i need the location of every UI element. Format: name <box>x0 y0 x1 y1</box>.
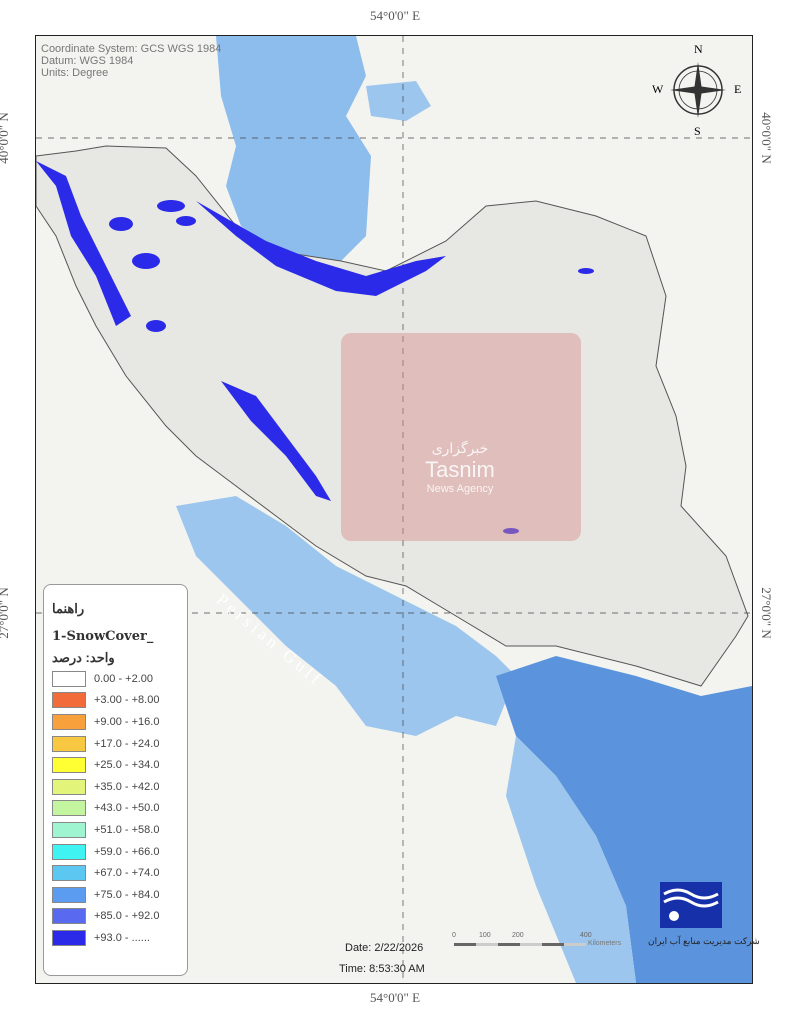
legend-swatch <box>52 821 86 838</box>
lat-label-27-right: 27°0'0" N <box>758 587 774 639</box>
compass-n: N <box>694 42 703 56</box>
legend-unit: واحد: درصد <box>52 650 115 665</box>
legend-swatch <box>52 757 86 774</box>
compass-rose: N S W E <box>652 42 741 138</box>
compass-s: S <box>694 124 701 138</box>
legend: راهنما 1-SnowCover_ واحد: درصد 0.00 - +2… <box>43 584 188 976</box>
caspian-sea <box>216 36 371 261</box>
legend-label: +93.0 - ...... <box>94 931 150 944</box>
agency-logo <box>660 882 722 928</box>
legend-swatch <box>52 778 86 795</box>
legend-label: +17.0 - +24.0 <box>94 737 160 750</box>
legend-item: +25.0 - +34.0 <box>52 754 187 776</box>
time-text: Time: 8:53:30 AM <box>339 963 425 975</box>
legend-item: 0.00 - +2.00 <box>52 668 187 690</box>
legend-swatch <box>52 735 86 752</box>
scale-tick-400: 400 <box>580 932 592 939</box>
legend-item: +17.0 - +24.0 <box>52 733 187 755</box>
scale-unit: Kilometers <box>588 940 622 947</box>
legend-swatch <box>52 886 86 903</box>
lat-label-27-left: 27°0'0" N <box>0 587 11 639</box>
legend-label: +9.00 - +16.0 <box>94 715 160 728</box>
legend-item: +43.0 - +50.0 <box>52 798 187 820</box>
legend-swatch <box>52 843 86 860</box>
legend-label: +43.0 - +50.0 <box>94 802 160 815</box>
legend-item: +93.0 - ...... <box>52 927 187 949</box>
persian-gulf <box>176 496 516 736</box>
scale-tick-100: 100 <box>479 932 491 939</box>
legend-label: +51.0 - +58.0 <box>94 823 160 836</box>
datum-text: Datum: WGS 1984 <box>41 55 134 67</box>
compass-e: E <box>734 82 742 96</box>
scale-tick-0: 0 <box>452 932 456 939</box>
legend-item: +3.00 - +8.00 <box>52 690 187 712</box>
legend-swatch <box>52 670 86 687</box>
legend-item: +85.0 - +92.0 <box>52 906 187 928</box>
legend-swatch <box>52 692 86 709</box>
legend-label: +25.0 - +34.0 <box>94 759 160 772</box>
date-text: Date: 2/22/2026 <box>345 942 424 954</box>
legend-item: +9.00 - +16.0 <box>52 711 187 733</box>
watermark-persian: خبرگزاری <box>431 440 489 456</box>
watermark-sub: News Agency <box>426 483 494 495</box>
legend-item: +75.0 - +84.0 <box>52 884 187 906</box>
scale-tick-200: 200 <box>512 932 524 939</box>
legend-swatch <box>52 908 86 925</box>
legend-label: +67.0 - +74.0 <box>94 867 160 880</box>
map-metadata: Coordinate System: GCS WGS 1984 Datum: W… <box>41 43 221 79</box>
coord-system-text: Coordinate System: GCS WGS 1984 <box>41 43 222 55</box>
lat-label-40-right: 40°0'0" N <box>758 112 774 164</box>
legend-label: 0.00 - +2.00 <box>94 672 154 685</box>
legend-swatch <box>52 713 86 730</box>
legend-item: +67.0 - +74.0 <box>52 862 187 884</box>
legend-label: +75.0 - +84.0 <box>94 888 160 901</box>
lon-label-top: 54°0'0" E <box>370 8 421 23</box>
legend-label: +85.0 - +92.0 <box>94 910 160 923</box>
legend-label: +3.00 - +8.00 <box>94 694 160 707</box>
lat-label-40-left: 40°0'0" N <box>0 112 11 164</box>
legend-swatch <box>52 929 86 946</box>
legend-item: +59.0 - +66.0 <box>52 841 187 863</box>
scale-bar: 0 100 200 400 Kilometers <box>452 932 662 954</box>
compass-w: W <box>652 82 664 96</box>
legend-label: +35.0 - +42.0 <box>94 780 160 793</box>
legend-item: +51.0 - +58.0 <box>52 819 187 841</box>
legend-swatch <box>52 800 86 817</box>
watermark <box>341 333 581 541</box>
lon-label-bottom: 54°0'0" E <box>370 990 421 1005</box>
legend-item: +35.0 - +42.0 <box>52 776 187 798</box>
legend-layer: 1-SnowCover_ <box>52 629 154 644</box>
legend-swatch <box>52 865 86 882</box>
watermark-text: خبرگزاری Tasnim News Agency <box>340 440 580 495</box>
legend-title: راهنما <box>52 601 85 616</box>
water-logo-icon <box>663 888 719 921</box>
snow-cover <box>36 161 594 534</box>
legend-label: +59.0 - +66.0 <box>94 845 160 858</box>
units-text: Units: Degree <box>41 67 109 79</box>
watermark-name: Tasnim <box>425 457 495 482</box>
iran-land <box>36 145 749 687</box>
compass-icon <box>670 62 726 118</box>
agency-caption: شرکت مدیریت منابع آب ایران <box>648 936 760 946</box>
